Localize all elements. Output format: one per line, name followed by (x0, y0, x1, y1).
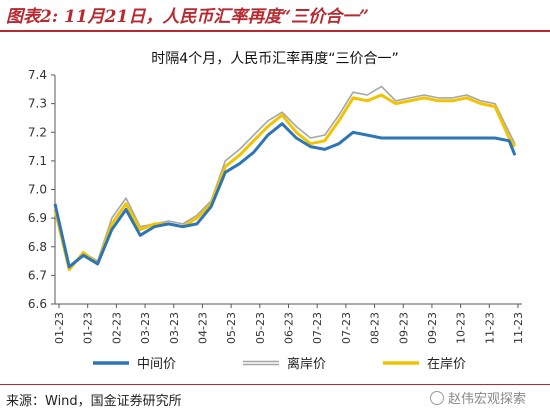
x-tick-label: 09-23 (397, 312, 410, 344)
y-tick-label: 6.6 (28, 297, 47, 311)
y-tick-label: 6.8 (28, 240, 47, 254)
y-tick-label: 7.0 (28, 183, 47, 197)
x-tick-label: 06-23 (283, 312, 296, 344)
x-tick-label: 01-23 (53, 312, 66, 344)
x-tick-label: 03-23 (168, 312, 181, 344)
y-tick-label: 7.3 (28, 97, 47, 111)
x-tick-label: 10-23 (455, 312, 468, 344)
legend: 中间价 离岸价 在岸价 (93, 356, 466, 372)
x-tick-label: 11-23 (483, 312, 496, 344)
series-line-2 (54, 85, 516, 271)
x-tick-label: 08-23 (369, 312, 382, 344)
source-note: 来源：Wind，国金证券研究所 (6, 394, 182, 409)
legend-label-3: 在岸价 (427, 357, 466, 372)
x-tick-label: 07-23 (311, 312, 324, 344)
line-chart: 时隔4个月，人民币汇率再度“三价合一” 6.6 6.7 6.8 6.9 7.0 7.1 7.… (28, 50, 525, 372)
y-tick-label: 7.1 (28, 154, 47, 168)
y-tick-label: 6.9 (28, 211, 47, 225)
x-tick-label: 03-23 (139, 312, 152, 344)
y-tick-label: 7.2 (28, 125, 47, 139)
x-tick-label: 02-23 (110, 312, 123, 344)
x-tick-label: 11-23 (512, 312, 525, 344)
y-tick-label: 6.7 (28, 268, 47, 282)
x-tick-label: 05-23 (225, 312, 238, 344)
x-tick-label: 07-23 (340, 312, 353, 344)
watermark-label: 赵伟宏观探索 (448, 392, 527, 407)
chart-title: 时隔4个月，人民币汇率再度“三价合一” (151, 50, 398, 67)
series-line-3 (53, 93, 517, 272)
series-group (53, 85, 517, 272)
x-tick-label: 04-23 (196, 312, 209, 344)
x-tick-label: 01-23 (82, 312, 95, 344)
bottom-rule (0, 384, 550, 385)
legend-label-1: 中间价 (137, 357, 176, 372)
watermark: 赵伟宏观探索 (430, 388, 526, 407)
figure-title: 图表2: 11月21日，人民币汇率再度“三价合一” (6, 7, 369, 27)
wechat-icon (430, 390, 444, 405)
x-tick-label: 09-23 (426, 312, 439, 344)
title-rule (0, 30, 550, 32)
legend-label-2: 离岸价 (287, 356, 326, 372)
x-tick-label: 05-23 (254, 312, 267, 344)
axes: 6.6 6.7 6.8 6.9 7.0 7.1 7.2 7.3 7.4 01-23 01-23 02-… (28, 68, 525, 344)
y-tick-label: 7.4 (28, 68, 47, 82)
series-line-1 (53, 122, 517, 269)
